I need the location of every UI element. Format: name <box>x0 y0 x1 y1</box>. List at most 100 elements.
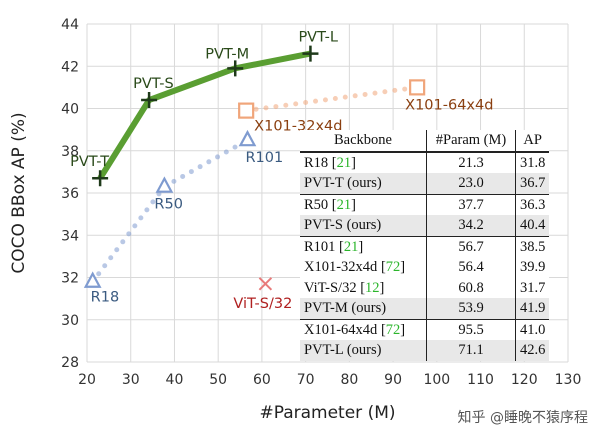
backbone-name: PVT-M (ours) <box>304 300 387 317</box>
backbone-cell: X101-32x4d [72] <box>304 259 406 276</box>
x-tick-label: 80 <box>340 372 358 388</box>
y-axis-label: COCO BBox AP (%) <box>9 112 29 273</box>
param-cell: 56.4 <box>426 257 516 278</box>
table-header-row: Backbone #Param (M) AP <box>300 130 550 153</box>
plus-marker <box>302 45 319 62</box>
citation-ref: 21 <box>343 238 359 255</box>
data-point <box>92 170 109 187</box>
y-tick-label: 30 <box>61 313 79 329</box>
ap-cell: 41.9 <box>515 298 550 319</box>
data-point <box>409 79 426 96</box>
table-row: R101 [21] 56.7 38.5 <box>300 235 550 257</box>
table-row: ViT-S/32 [12] 60.8 31.7 <box>300 277 549 298</box>
header-backbone: Backbone <box>300 130 427 153</box>
backbone-cell: PVT-T (ours) <box>300 173 427 194</box>
param-cell: 71.1 <box>426 340 516 361</box>
square-marker <box>409 79 426 96</box>
y-tick-label: 44 <box>61 17 79 33</box>
point-label: R101 <box>245 150 283 166</box>
data-point <box>302 45 319 62</box>
header-ap: AP <box>515 130 550 153</box>
y-tick-label: 28 <box>61 355 79 371</box>
param-cell: 34.2 <box>426 215 516 236</box>
x-tick-label: 70 <box>297 372 315 388</box>
citation-ref: 72 <box>385 321 401 338</box>
data-point <box>155 176 174 193</box>
y-tick-label: 38 <box>61 144 79 160</box>
data-point <box>83 271 102 288</box>
backbone-cell: R101 [21] <box>300 235 427 257</box>
ap-cell: 40.4 <box>515 215 550 236</box>
x-tick-label: 120 <box>511 372 538 388</box>
x-axis-label: #Parameter (M) <box>259 403 395 423</box>
y-tick-label: 32 <box>61 271 79 287</box>
backbone-cell: PVT-S (ours) <box>300 215 427 236</box>
table-row: PVT-L (ours) 71.1 42.6 <box>300 340 550 361</box>
triangle-marker <box>155 176 174 193</box>
triangle-marker <box>238 129 257 147</box>
ap-cell: 39.9 <box>520 259 546 276</box>
backbone-name: PVT-S (ours) <box>304 217 382 234</box>
resnext-series-line <box>243 84 420 114</box>
backbone-name: PVT-T (ours) <box>304 175 382 192</box>
data-point <box>227 60 244 77</box>
citation-ref: 72 <box>385 259 401 276</box>
x-tick-label: 40 <box>166 372 184 388</box>
x-tick-label: 20 <box>78 372 96 388</box>
table-row: PVT-T (ours) 23.0 36.7 <box>300 173 550 194</box>
x-tick-label: 130 <box>555 372 582 388</box>
triangle-marker <box>83 271 102 288</box>
point-label: R50 <box>154 197 183 213</box>
ap-cell: 36.7 <box>515 173 550 194</box>
backbone-cell: PVT-L (ours) <box>300 340 427 361</box>
ap-cell: 31.7 <box>520 279 546 296</box>
citation-ref: 12 <box>365 279 380 296</box>
plus-marker <box>227 60 244 77</box>
pvt-series-line <box>97 50 312 180</box>
ap-cell: 41.0 <box>515 318 550 340</box>
backbone-cell: R18 [21] <box>304 154 356 171</box>
watermark: 知乎 @睡晚不猿序程 <box>457 410 588 426</box>
x-tick-label: 60 <box>253 372 271 388</box>
x-tick-label: 100 <box>423 372 450 388</box>
backbone-name: R101 <box>304 238 340 255</box>
point-label: ViT-S/32 <box>233 296 292 312</box>
table-row: X101-32x4d [72] 56.4 39.9 <box>300 257 549 278</box>
y-tick-label: 40 <box>61 102 79 118</box>
param-cell: 95.5 <box>426 318 516 340</box>
x-tick-label: 30 <box>122 372 140 388</box>
data-point <box>238 102 255 119</box>
point-label: X101-64x4d <box>405 97 493 113</box>
param-cell: 23.0 <box>426 173 516 194</box>
square-marker <box>238 102 255 119</box>
point-label: PVT-L <box>298 30 338 46</box>
point-label: R18 <box>91 290 120 306</box>
backbone-name: ViT-S/32 <box>304 279 361 296</box>
data-point <box>238 129 257 147</box>
param-cell: 21.3 <box>426 151 516 173</box>
results-table: Backbone #Param (M) AP R18 [21] 21.3 31.… <box>300 130 550 361</box>
backbone-name: X101-32x4d <box>304 259 381 276</box>
citation-ref: 21 <box>336 154 352 171</box>
citation-ref: 21 <box>336 196 352 213</box>
backbone-cell: R50 [21] <box>300 193 427 215</box>
param-cell: 53.9 <box>426 298 516 319</box>
backbone-cell: PVT-M (ours) <box>300 298 427 319</box>
x-tick-label: 90 <box>384 372 402 388</box>
backbone-name: R18 <box>304 154 332 171</box>
ap-cell: 38.5 <box>515 235 550 257</box>
param-cell: 37.7 <box>426 193 516 215</box>
backbone-cell: ViT-S/32 [12] <box>304 279 385 296</box>
table-row: X101-64x4d [72] 95.5 41.0 <box>300 318 550 340</box>
header-param: #Param (M) <box>426 130 516 153</box>
ap-cell: 42.6 <box>515 340 550 361</box>
table-row: PVT-S (ours) 34.2 40.4 <box>300 215 550 236</box>
param-cell: 56.7 <box>426 235 516 257</box>
ap-cell: 36.3 <box>515 193 550 215</box>
x-tick-label: 110 <box>467 372 494 388</box>
ap-cell: 31.8 <box>520 154 546 171</box>
backbone-cell: X101-64x4d [72] <box>300 318 427 340</box>
backbone-name: R50 <box>304 196 332 213</box>
x-tick-label: 50 <box>209 372 227 388</box>
